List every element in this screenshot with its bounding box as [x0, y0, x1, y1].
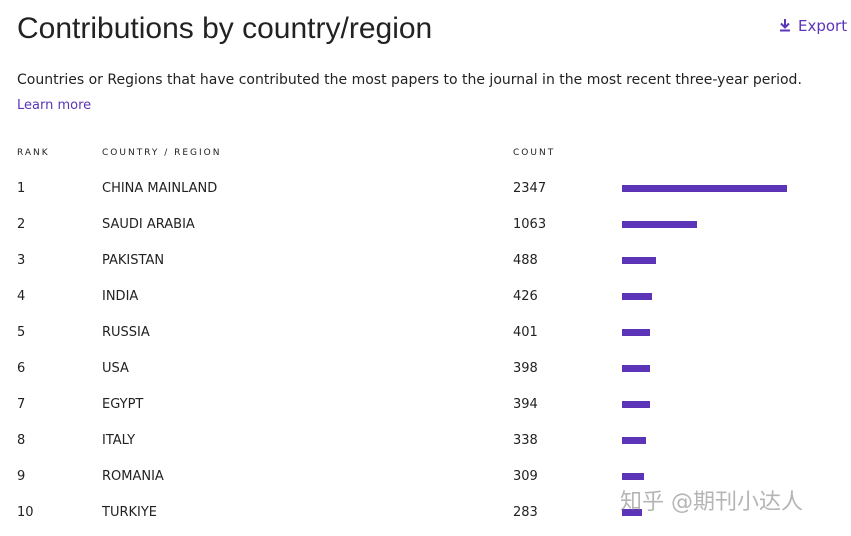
count: 488	[513, 253, 538, 268]
count-bar	[622, 293, 652, 300]
rank: 1	[17, 181, 26, 196]
count: 401	[513, 325, 538, 340]
watermark: 知乎 @期刊小达人	[620, 490, 803, 515]
count: 398	[513, 361, 538, 376]
count-bar	[622, 329, 651, 336]
country: SAUDI ARABIA	[102, 217, 195, 232]
export-button[interactable]: Export	[778, 17, 847, 35]
country: ITALY	[102, 433, 136, 448]
learn-more-link[interactable]: Learn more	[17, 98, 92, 113]
country: EGYPT	[102, 397, 144, 412]
count: 283	[513, 505, 538, 520]
rank: 6	[17, 361, 26, 376]
country: ROMANIA	[102, 469, 164, 484]
rank: 8	[17, 433, 26, 448]
count: 1063	[513, 217, 547, 232]
count-bar	[622, 473, 644, 480]
title: Contributions by country/region	[17, 12, 433, 45]
count: 338	[513, 433, 538, 448]
export-label: Export	[798, 17, 848, 35]
rank: 9	[17, 469, 26, 484]
rank: 5	[17, 325, 26, 340]
country: INDIA	[102, 289, 139, 304]
rank: 4	[17, 289, 26, 304]
country: TURKIYE	[102, 505, 158, 520]
description: Countries or Regions that have contribut…	[17, 72, 802, 88]
count-bar	[622, 185, 787, 192]
count-bar	[622, 401, 650, 408]
count-bar	[622, 221, 697, 228]
count-bar	[622, 509, 642, 516]
country: PAKISTAN	[102, 253, 165, 268]
count-bar	[622, 437, 646, 444]
column-header: COUNTRY / REGION	[102, 148, 222, 158]
rank: 7	[17, 397, 26, 412]
column-header: RANK	[17, 148, 50, 158]
download-icon	[780, 19, 790, 32]
country: USA	[102, 361, 129, 376]
count: 2347	[513, 181, 547, 196]
description-block: Countries or Regions that have contribut…	[17, 68, 837, 118]
country: RUSSIA	[102, 325, 150, 340]
count-bar	[622, 257, 657, 264]
count-bar	[622, 365, 650, 372]
count: 426	[513, 289, 538, 304]
rank: 3	[17, 253, 26, 268]
column-header: COUNT	[513, 148, 556, 158]
rank: 10	[17, 505, 34, 520]
count: 309	[513, 469, 538, 484]
rank: 2	[17, 217, 26, 232]
country: CHINA MAINLAND	[102, 181, 218, 196]
count: 394	[513, 397, 538, 412]
